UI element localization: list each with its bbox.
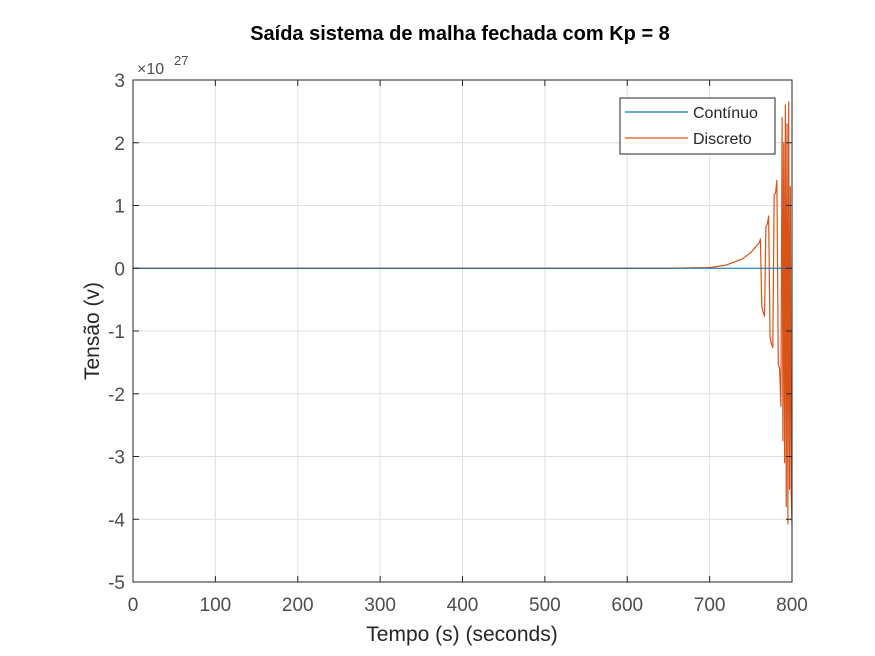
y-tick-label: 3 xyxy=(114,71,125,92)
y-tick-label: -3 xyxy=(108,448,125,469)
y-tick-label: 2 xyxy=(114,134,125,155)
y-tick-label: -1 xyxy=(108,322,125,343)
y-tick-label: -5 xyxy=(108,573,125,594)
y-exponent-label: ×10 27 xyxy=(137,53,188,78)
y-tick-label: 1 xyxy=(114,197,125,218)
x-tick-label: 200 xyxy=(282,595,314,616)
x-tick-label: 300 xyxy=(364,595,396,616)
x-tick-label: 400 xyxy=(447,595,479,616)
x-tick-label: 0 xyxy=(128,595,139,616)
y-exponent-power: 27 xyxy=(174,53,188,68)
y-tick-label: -4 xyxy=(108,510,125,531)
x-tick-label: 500 xyxy=(529,595,561,616)
y-tick-label: -2 xyxy=(108,385,125,406)
x-axis-label: Tempo (s) (seconds) xyxy=(366,623,557,646)
y-axis-label: Tensão (v) xyxy=(81,282,104,380)
legend[interactable]: Contínuo Discreto xyxy=(619,97,776,155)
y-exponent-base: ×10 xyxy=(137,61,164,78)
legend-box xyxy=(619,97,776,155)
x-tick-label: 800 xyxy=(776,595,808,616)
series-layer xyxy=(133,101,793,526)
x-tick-label: 700 xyxy=(694,595,726,616)
axes xyxy=(132,79,793,583)
legend-label-continuo: Contínuo xyxy=(693,105,758,122)
grid xyxy=(132,79,793,583)
x-tick-label: 100 xyxy=(200,595,232,616)
x-tick-label: 600 xyxy=(611,595,643,616)
y-tick-label: 0 xyxy=(114,259,125,280)
tick-labels: 0 100 200 300 400 500 600 700 800 3 2 1 0 -1 -2 -3 -4 -5 xyxy=(108,71,808,616)
legend-label-discreto: Discreto xyxy=(693,131,752,148)
chart-title: Saída sistema de malha fechada com Kp = … xyxy=(250,23,670,45)
